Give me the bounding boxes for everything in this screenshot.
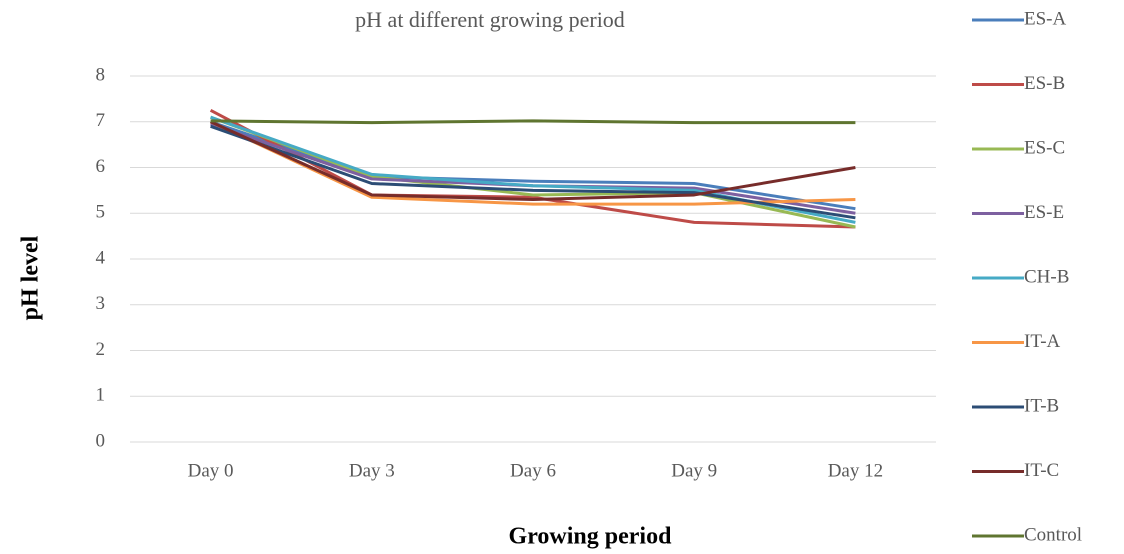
- y-tick-label: 0: [96, 430, 106, 451]
- x-tick-label: Day 9: [671, 460, 717, 481]
- series-line: [210, 115, 856, 229]
- y-tick-label: 2: [96, 339, 106, 360]
- legend-label: ES-B: [1024, 73, 1065, 94]
- y-axis-title: pH level: [18, 235, 44, 320]
- x-axis-title: Growing period: [509, 524, 673, 550]
- legend-label: ES-E: [1024, 202, 1064, 223]
- legend-label: ES-A: [1024, 8, 1067, 29]
- legend-label: CH-B: [1024, 266, 1069, 287]
- legend-label: ES-C: [1024, 137, 1065, 158]
- y-tick-label: 8: [96, 64, 106, 85]
- x-tick-label: Day 6: [510, 460, 556, 481]
- y-tick-label: 4: [96, 247, 106, 268]
- legend-label: Control: [1024, 524, 1082, 545]
- series-line: [210, 119, 856, 125]
- x-tick-label: Day 3: [349, 460, 395, 481]
- x-tick-label: Day 12: [828, 460, 883, 481]
- legend-label: IT-B: [1024, 395, 1059, 416]
- y-tick-label: 1: [96, 385, 106, 406]
- series-line: [209, 108, 856, 229]
- y-tick-label: 5: [96, 202, 106, 223]
- legend-label: IT-A: [1024, 331, 1061, 352]
- series-line: [210, 124, 856, 220]
- x-tick-label: Day 0: [188, 460, 234, 481]
- chart-title: pH at different growing period: [355, 7, 625, 32]
- y-tick-label: 6: [96, 156, 106, 177]
- y-tick-label: 3: [96, 293, 106, 314]
- legend-label: IT-C: [1024, 460, 1059, 481]
- series-line: [209, 120, 856, 202]
- y-tick-label: 7: [96, 110, 106, 131]
